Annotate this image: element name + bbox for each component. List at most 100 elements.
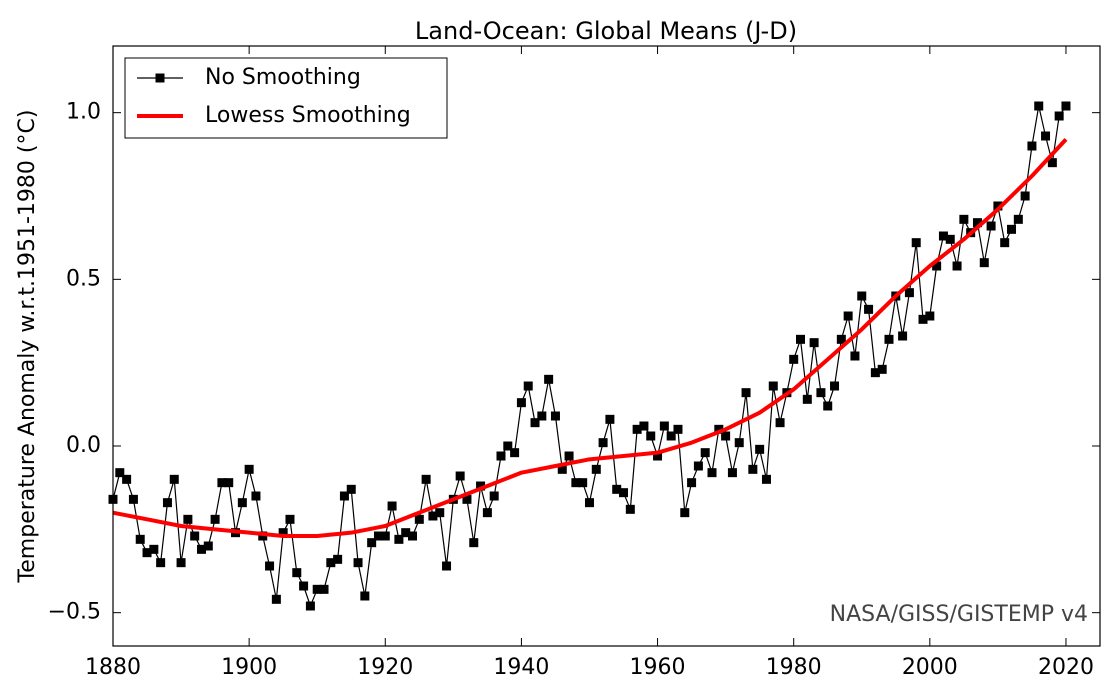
data-point xyxy=(142,548,152,558)
x-tick-label: 1980 xyxy=(766,655,822,680)
data-point xyxy=(251,491,261,501)
legend: No Smoothing Lowess Smoothing xyxy=(124,57,448,139)
data-point xyxy=(149,544,159,554)
data-point xyxy=(809,338,819,348)
data-point xyxy=(469,538,479,548)
data-point xyxy=(421,474,431,484)
data-point xyxy=(952,261,962,271)
data-point xyxy=(986,221,996,231)
data-point xyxy=(795,334,805,344)
y-tick-label: −0.5 xyxy=(48,600,101,625)
data-point xyxy=(278,528,288,538)
data-point xyxy=(904,288,914,298)
y-tick-label: 1.0 xyxy=(66,100,101,125)
data-point xyxy=(271,594,281,604)
data-point xyxy=(619,488,629,498)
data-point xyxy=(938,231,948,241)
x-tick-label: 1960 xyxy=(630,655,686,680)
data-point xyxy=(830,381,840,391)
data-point xyxy=(945,234,955,244)
data-point xyxy=(169,474,179,484)
data-point xyxy=(333,554,343,564)
data-point xyxy=(768,381,778,391)
data-point xyxy=(693,461,703,471)
data-point xyxy=(993,201,1003,211)
data-point xyxy=(312,584,322,594)
data-point xyxy=(605,414,615,424)
data-point xyxy=(394,534,404,544)
data-point xyxy=(972,218,982,228)
data-point xyxy=(632,424,642,434)
data-point xyxy=(925,311,935,321)
x-tick-label: 1880 xyxy=(85,655,141,680)
series-line xyxy=(112,105,1067,607)
data-point xyxy=(911,238,921,248)
data-point xyxy=(721,431,731,441)
data-point xyxy=(408,531,418,541)
data-point xyxy=(1041,131,1051,141)
data-point xyxy=(516,398,526,408)
data-point xyxy=(646,431,656,441)
legend-label: No Smoothing xyxy=(205,65,361,90)
data-point xyxy=(761,474,771,484)
plot-frame xyxy=(112,45,1101,647)
data-point xyxy=(292,568,302,578)
data-point xyxy=(918,314,928,324)
data-point xyxy=(346,484,356,494)
data-point xyxy=(482,508,492,518)
data-point xyxy=(823,401,833,411)
y-tick-label: 0.0 xyxy=(66,433,101,458)
data-point xyxy=(666,431,676,441)
data-point xyxy=(584,498,594,508)
data-point xyxy=(224,478,234,488)
data-point xyxy=(190,531,200,541)
data-point xyxy=(122,474,132,484)
data-point xyxy=(156,558,166,568)
data-point xyxy=(339,491,349,501)
data-point xyxy=(843,311,853,321)
data-point xyxy=(285,514,295,524)
data-point xyxy=(714,424,724,434)
annotation: NASA/GISS/GISTEMP v4 xyxy=(830,602,1088,627)
legend-label: Lowess Smoothing xyxy=(205,103,411,128)
data-point xyxy=(544,374,554,384)
data-point xyxy=(1054,111,1064,121)
data-point xyxy=(932,261,942,271)
data-point xyxy=(162,498,172,508)
y-tick-label: 0.5 xyxy=(66,266,101,291)
data-point xyxy=(183,514,193,524)
data-point xyxy=(455,471,465,481)
data-point xyxy=(591,464,601,474)
data-point xyxy=(959,214,969,224)
data-point xyxy=(401,528,411,538)
data-point xyxy=(510,448,520,458)
data-point xyxy=(700,448,710,458)
data-point xyxy=(598,438,608,448)
data-point xyxy=(802,394,812,404)
x-tick-label: 2020 xyxy=(1038,655,1094,680)
data-point xyxy=(673,424,683,434)
data-point xyxy=(299,581,309,591)
data-point xyxy=(414,514,424,524)
data-point xyxy=(1013,214,1023,224)
data-point xyxy=(135,534,145,544)
data-point xyxy=(864,304,874,314)
data-point xyxy=(305,601,315,611)
data-point xyxy=(857,291,867,301)
chart-title: Land-Ocean: Global Means (J-D) xyxy=(415,17,797,45)
x-tick-label: 2000 xyxy=(902,655,958,680)
data-point xyxy=(979,258,989,268)
data-point xyxy=(625,504,635,514)
data-point xyxy=(353,558,363,568)
data-point xyxy=(1034,101,1044,111)
data-point xyxy=(1047,158,1057,168)
data-point xyxy=(1027,141,1037,151)
data-point xyxy=(360,591,370,601)
data-point xyxy=(428,511,438,521)
data-point xyxy=(612,484,622,494)
x-tick-label: 1940 xyxy=(493,655,549,680)
data-point xyxy=(503,441,513,451)
data-point xyxy=(128,494,138,504)
data-point xyxy=(850,351,860,361)
data-point xyxy=(578,478,588,488)
